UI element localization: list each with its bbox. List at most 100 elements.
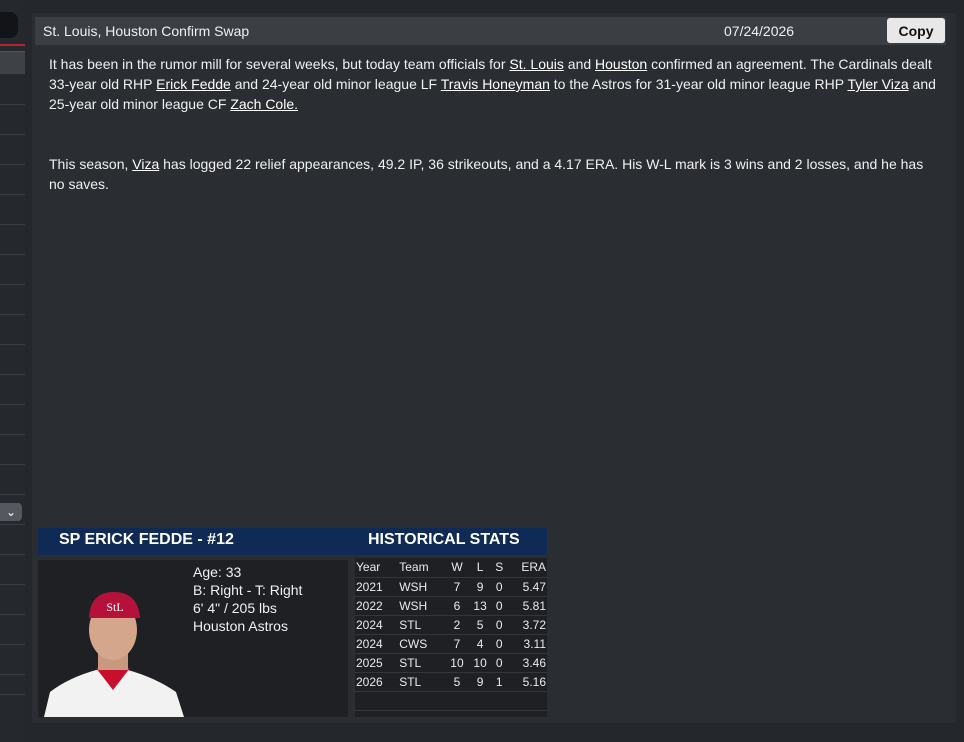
col-team: Team	[398, 558, 446, 578]
text-run: has logged 22 relief appearances, 49.2 I…	[49, 156, 924, 192]
text-run: and 25-year old minor league CF	[49, 76, 936, 112]
sidebar-row-divider	[0, 104, 25, 105]
article-paragraph: It has been in the rumor mill for severa…	[49, 54, 939, 114]
stats-cell: 2025	[355, 653, 399, 673]
stats-cell: STL	[398, 672, 446, 692]
stats-cell: 2021	[355, 577, 399, 597]
sidebar-row-divider	[0, 194, 25, 195]
sidebar-row-divider	[0, 404, 25, 405]
player-title: SP ERICK FEDDE - #12	[59, 531, 234, 548]
stats-cell: 2026	[355, 672, 399, 692]
stats-cell: 7	[445, 634, 469, 654]
stats-cell: 3.11	[506, 634, 547, 654]
copy-button[interactable]: Copy	[887, 18, 945, 43]
article-header: St. Louis, Houston Confirm Swap 07/24/20…	[35, 17, 946, 45]
stats-cell: 0	[491, 634, 507, 654]
sidebar-row-divider	[0, 464, 25, 465]
stats-cell: 6	[445, 596, 469, 616]
stats-cell: 0	[491, 577, 507, 597]
sidebar-row-divider	[0, 314, 25, 315]
sidebar-row-divider	[0, 524, 25, 525]
stats-cell: CWS	[398, 634, 446, 654]
entity-link[interactable]: Erick Fedde	[156, 76, 231, 92]
stats-cell: 4	[468, 634, 492, 654]
col-l: L	[468, 558, 492, 578]
sidebar-row-divider	[0, 164, 25, 165]
col-year: Year	[355, 558, 399, 578]
stats-cell: 13	[468, 596, 492, 616]
sidebar-row-divider	[0, 694, 25, 695]
entity-link[interactable]: Travis Honeyman	[440, 76, 550, 92]
player-age: Age: 33	[193, 564, 242, 580]
chevron-down-icon[interactable]: ⌄	[0, 503, 22, 521]
stats-row: 2024 STL 2 5 0 3.72	[355, 615, 547, 635]
stats-cell: 2022	[355, 596, 399, 616]
sidebar-row-divider	[0, 674, 25, 675]
stats-cell: WSH	[398, 577, 446, 597]
sidebar-row-divider	[0, 344, 25, 345]
sidebar-item-selected[interactable]	[0, 52, 25, 74]
sidebar-row-divider	[0, 134, 25, 135]
sidebar: ⌄	[0, 0, 25, 742]
player-card: StL Age: 33 B: Right - T: Right 6' 4" / …	[38, 560, 348, 717]
text-run: to the Astros for 31-year old minor leag…	[549, 76, 848, 92]
entity-link[interactable]: Houston	[595, 56, 648, 72]
player-bats-throws: B: Right - T: Right	[193, 582, 303, 598]
svg-text:StL: StL	[106, 600, 123, 614]
text-run: It has been in the rumor mill for severa…	[49, 56, 510, 72]
stats-cell: 2024	[355, 634, 399, 654]
text-run: This season,	[49, 156, 133, 172]
sidebar-row-divider	[0, 554, 25, 555]
player-height-weight: 6' 4" / 205 lbs	[193, 600, 277, 616]
sidebar-row-divider	[0, 614, 25, 615]
sidebar-row-divider	[0, 374, 25, 375]
stats-cell: 9	[468, 672, 492, 692]
stats-cell: 7	[445, 577, 469, 597]
historical-stats-table: Year Team W L S ERA 2021 WSH 7 9 0 5.47 2022 WS…	[355, 558, 547, 717]
stats-cell: 3.46	[506, 653, 547, 673]
sidebar-row-divider	[0, 254, 25, 255]
sidebar-row-divider	[0, 494, 25, 495]
sidebar-row-divider	[0, 584, 25, 585]
stats-cell: STL	[398, 653, 446, 673]
player-team: Houston Astros	[193, 618, 288, 634]
stats-row: 2021 WSH 7 9 0 5.47	[355, 577, 547, 597]
stats-cell: 5	[468, 615, 492, 635]
stats-cell: 10	[445, 653, 469, 673]
article-title: St. Louis, Houston Confirm Swap	[43, 23, 250, 39]
text-run: and	[563, 56, 596, 72]
stats-row: 2026 STL 5 9 1 5.16	[355, 672, 547, 692]
col-s: S	[491, 558, 507, 578]
player-card-header: SP ERICK FEDDE - #12 HISTORICAL STATS	[38, 528, 547, 555]
stats-row: 2024 CWS 7 4 0 3.11	[355, 634, 547, 654]
sidebar-search[interactable]	[0, 12, 18, 38]
text-run: confirmed an agreement. The Cardinals de…	[49, 56, 932, 92]
stats-cell: 3.72	[506, 615, 547, 635]
sidebar-row-divider	[0, 284, 25, 285]
col-era: ERA	[506, 558, 547, 578]
sidebar-row-divider	[0, 644, 25, 645]
text-run: and 24-year old minor league LF	[230, 76, 441, 92]
stats-title: HISTORICAL STATS	[368, 531, 520, 548]
stats-cell: 5.81	[506, 596, 547, 616]
entity-link[interactable]: St. Louis	[509, 56, 564, 72]
divider	[0, 44, 25, 46]
stats-row: 2025 STL 10 10 0 3.46	[355, 653, 547, 673]
stats-cell: 5.16	[506, 672, 547, 692]
entity-link[interactable]: Viza	[132, 156, 160, 172]
article-date: 07/24/2026	[724, 23, 795, 39]
stats-header-row: Year Team W L S ERA	[355, 558, 547, 578]
stats-empty-row	[355, 691, 547, 711]
stats-cell: 5.47	[506, 577, 547, 597]
stats-cell: WSH	[398, 596, 446, 616]
sidebar-row-divider	[0, 224, 25, 225]
article-body: It has been in the rumor mill for severa…	[49, 54, 939, 234]
stats-cell: 5	[445, 672, 469, 692]
entity-link[interactable]: Zach Cole.	[230, 96, 299, 112]
entity-link[interactable]: Tyler Viza	[847, 76, 909, 92]
stats-cell: 0	[491, 596, 507, 616]
stats-cell: 9	[468, 577, 492, 597]
sidebar-row-divider	[0, 434, 25, 435]
stats-cell: 2	[445, 615, 469, 635]
col-w: W	[445, 558, 469, 578]
